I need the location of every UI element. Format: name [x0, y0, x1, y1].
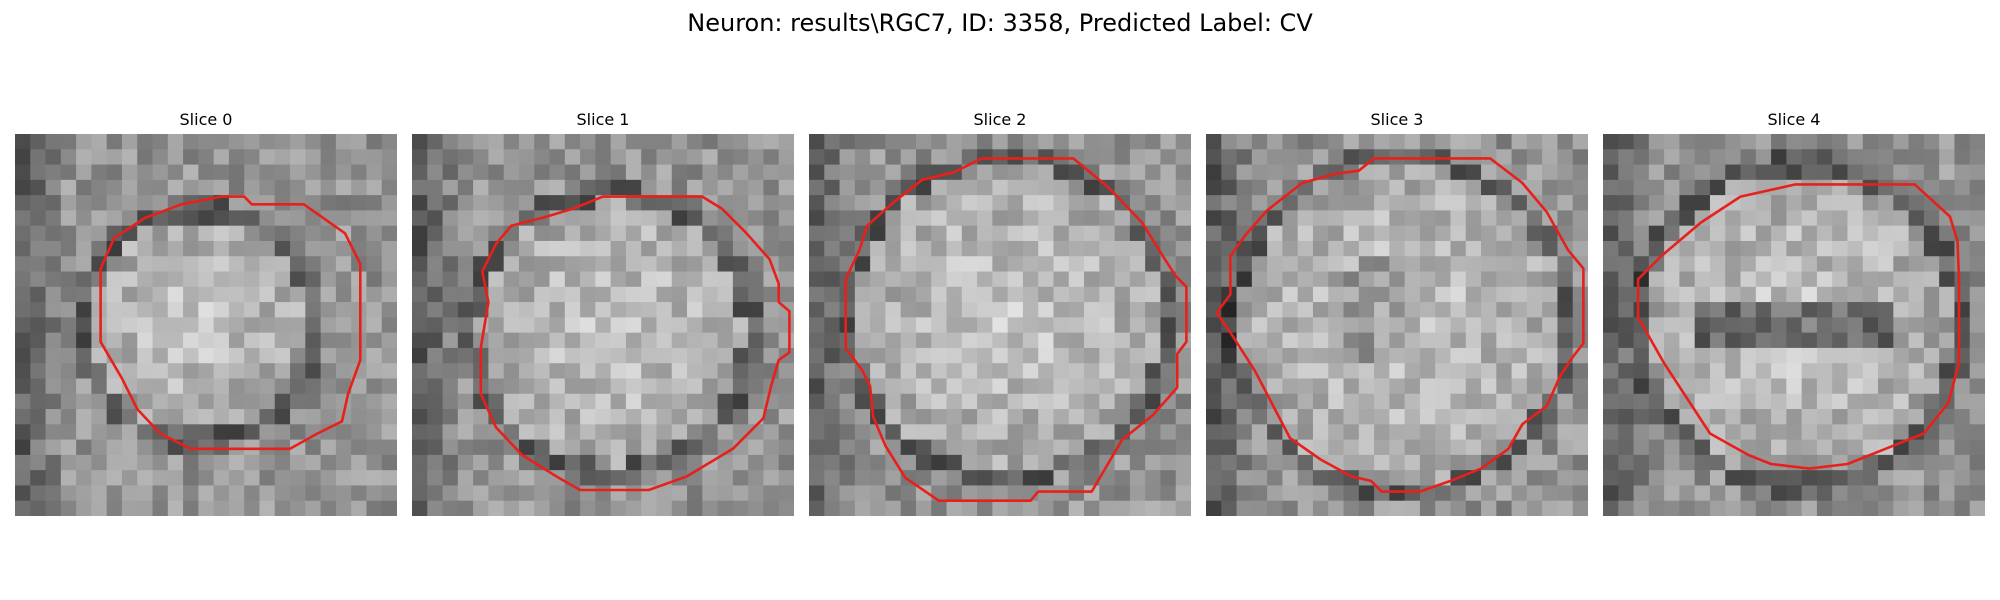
slice-panel-4: Slice 4 [1603, 108, 1985, 520]
segmentation-contour [1215, 157, 1585, 493]
slice-title: Slice 3 [1370, 110, 1424, 129]
slice-panel-0: Slice 0 [15, 108, 397, 520]
slice-panel-2: Slice 2 [809, 108, 1191, 520]
slice-title: Slice 0 [179, 110, 233, 129]
slice-panel-1: Slice 1 [412, 108, 794, 520]
slice-image [15, 134, 397, 516]
segmentation-contour [479, 195, 791, 492]
slice-image [1603, 134, 1985, 516]
segmentation-contour [844, 157, 1188, 503]
segmentation-contour [99, 195, 362, 451]
slice-image [809, 134, 1191, 516]
segmentation-contour [1636, 183, 1961, 470]
slice-image [412, 134, 794, 516]
slice-panel-3: Slice 3 [1206, 108, 1588, 520]
slice-title: Slice 2 [973, 110, 1027, 129]
figure-title: Neuron: results\RGC7, ID: 3358, Predicte… [687, 9, 1313, 37]
slice-title: Slice 4 [1767, 110, 1821, 129]
slice-title: Slice 1 [576, 110, 630, 129]
slice-image [1206, 134, 1588, 516]
